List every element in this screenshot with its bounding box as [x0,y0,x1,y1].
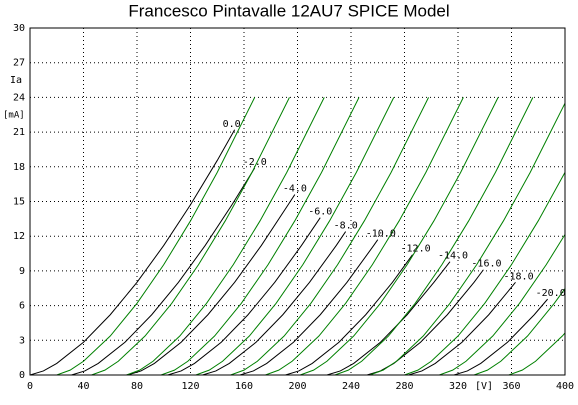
curve [508,332,565,375]
curve-label: -12.0 [401,244,431,255]
grid [29,27,566,376]
curve [126,97,325,375]
curve [326,261,451,375]
x-tick-label: 40 [77,381,89,392]
curve [408,282,516,375]
curve [71,167,256,375]
curve-label: -4.0 [283,184,307,195]
x-tick-label: 280 [395,381,413,392]
curve [167,217,321,375]
curve-label: 0.0 [223,119,241,130]
y-tick-label: 3 [19,335,25,346]
y-tick-label: 9 [19,266,25,277]
y-tick-label: 21 [13,127,25,138]
curve-label: -14.0 [438,251,468,262]
curve-label: -18.0 [504,271,534,282]
curve [285,254,413,375]
curve [366,269,484,375]
x-tick-label: 200 [288,381,306,392]
x-tick-label: 80 [131,381,143,392]
x-tick-label: 400 [556,381,574,392]
curve-label: -2.0 [243,157,267,168]
curve [230,97,430,375]
y-tick-label: 0 [19,370,25,381]
curve [195,97,395,375]
curve [202,231,347,375]
curve [160,97,360,375]
x-tick-label: 320 [449,381,467,392]
x-axis-unit: [V] [475,381,493,392]
x-tick-label: 0 [27,381,33,392]
y-tick-label: 6 [19,301,25,312]
curve [334,97,534,375]
plot-frame [29,27,566,376]
curve-label: -10.0 [366,229,396,240]
curve [265,97,464,375]
y-tick-label: 15 [13,197,25,208]
curve [239,239,379,375]
curve-label: -8.0 [334,221,358,232]
curve [404,172,565,375]
curve [473,288,565,375]
y-tick-label: 27 [13,58,25,69]
chart-title: Francesco Pintavalle 12AU7 SPICE Model [128,1,449,20]
curve [30,129,236,375]
curve [91,97,290,375]
y-tick-label: 24 [13,92,25,103]
curve [439,234,565,375]
y-tick-label: 12 [13,231,25,242]
curve [369,102,565,375]
curve [127,194,296,375]
curve-label: -20.0 [536,288,566,299]
curve [56,97,256,375]
plot-area [30,97,565,375]
curve-label: -16.0 [471,259,501,270]
x-tick-label: 360 [502,381,520,392]
y-axis-unit: [mA] [3,111,25,121]
x-tick-label: 120 [181,381,199,392]
curve [453,298,548,375]
y-axis-label: Ia [10,75,22,86]
y-tick-label: 30 [13,23,25,34]
curve [300,97,499,375]
x-tick-label: 160 [235,381,253,392]
curve-label: -6.0 [308,207,332,218]
y-tick-label: 18 [13,162,25,173]
x-tick-label: 240 [342,381,360,392]
